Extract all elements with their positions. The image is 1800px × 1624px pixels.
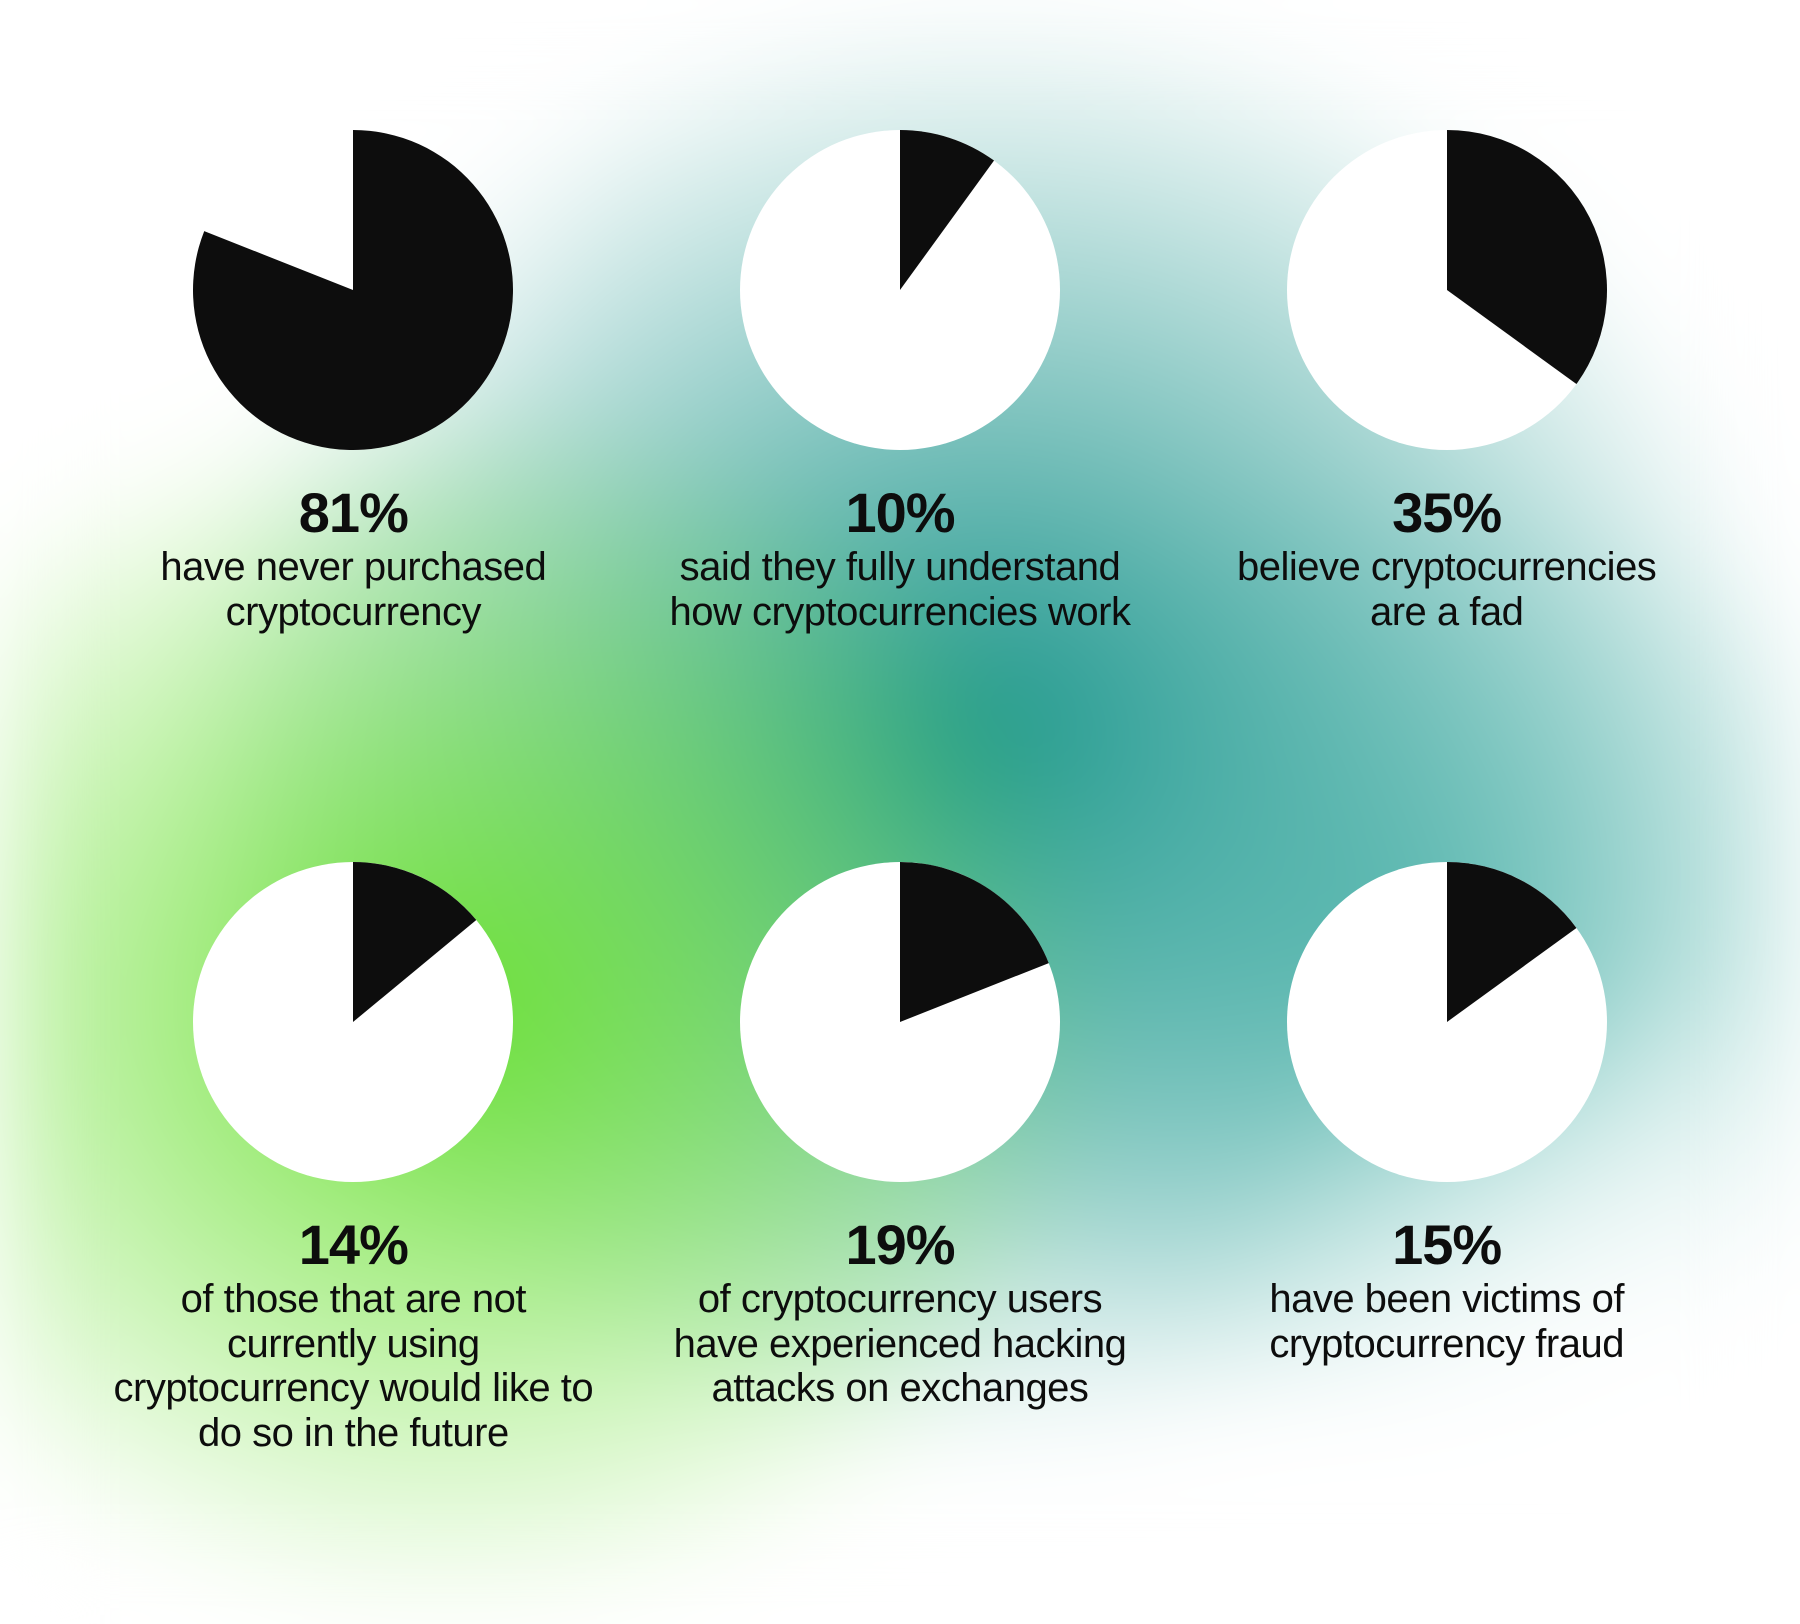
percent-label: 15% — [1392, 1216, 1501, 1275]
stat-cell: 15%have been victims of cryptocurrency f… — [1193, 862, 1700, 1474]
pie-chart — [740, 862, 1060, 1182]
infographic-canvas: 81%have never purchased cryptocurrency10… — [0, 0, 1800, 1624]
pie-chart — [740, 130, 1060, 450]
percent-label: 14% — [299, 1216, 408, 1275]
description-text: have never purchased cryptocurrency — [113, 545, 593, 635]
stat-cell: 81%have never purchased cryptocurrency — [100, 130, 607, 742]
pie-chart — [193, 130, 513, 450]
percent-label: 19% — [845, 1216, 954, 1275]
percent-label: 81% — [299, 484, 408, 543]
description-text: have been victims of cryptocurrency frau… — [1207, 1277, 1687, 1367]
stat-cell: 35%believe cryptocurrencies are a fad — [1193, 130, 1700, 742]
stat-cell: 14%of those that are not currently using… — [100, 862, 607, 1474]
percent-label: 10% — [845, 484, 954, 543]
pie-chart — [1287, 130, 1607, 450]
description-text: of those that are not currently using cr… — [113, 1277, 593, 1456]
stat-cell: 19%of cryptocurrency users have experien… — [647, 862, 1154, 1474]
stat-cell: 10%said they fully understand how crypto… — [647, 130, 1154, 742]
description-text: of cryptocurrency users have experienced… — [660, 1277, 1140, 1411]
pie-chart — [1287, 862, 1607, 1182]
description-text: said they fully understand how cryptocur… — [660, 545, 1140, 635]
description-text: believe cryptocurrencies are a fad — [1207, 545, 1687, 635]
pie-grid: 81%have never purchased cryptocurrency10… — [0, 0, 1800, 1624]
percent-label: 35% — [1392, 484, 1501, 543]
pie-chart — [193, 862, 513, 1182]
